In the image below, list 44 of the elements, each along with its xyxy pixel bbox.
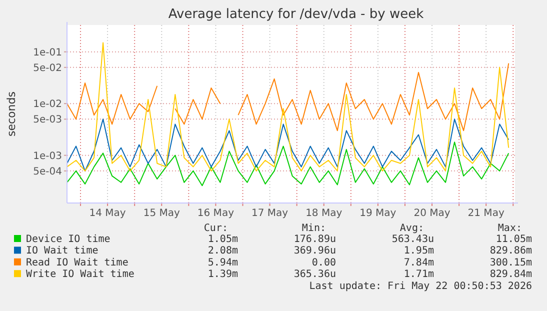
text: 365.36u [294, 269, 336, 280]
text: 1.95m [404, 246, 434, 257]
x-tick-label: 20 May [414, 208, 450, 219]
legend-label: Device IO time [26, 234, 110, 245]
text: 7.84m [404, 257, 434, 268]
x-tick-label: 21 May [468, 208, 504, 219]
x-tick-label: 19 May [360, 208, 396, 219]
x-tick-label: 15 May [143, 208, 180, 219]
text: 829.86m [490, 246, 532, 257]
text: 176.89u [294, 234, 336, 245]
text: 1.39m [208, 269, 238, 280]
text: 829.84m [490, 269, 532, 280]
text: 2.08m [208, 246, 238, 257]
line-series [66, 142, 510, 186]
text: Min: [302, 223, 326, 234]
y-tick-label: 1e-01 [33, 47, 62, 58]
text: Last update: Fri May 22 00:50:53 2026 [309, 280, 532, 292]
text: 1.71m [404, 269, 434, 280]
x-tick-label: 16 May [197, 208, 234, 219]
text: 300.15m [490, 257, 532, 268]
text: 1.05m [208, 234, 238, 245]
text: 5.94m [208, 257, 238, 268]
chart-title: Average latency for /dev/vda - by week [168, 7, 424, 22]
legend-label: IO Wait time [26, 246, 98, 257]
text: Avg: [400, 223, 424, 234]
legend-label: Read IO Wait time [26, 257, 128, 268]
y-tick-label: 1e-02 [33, 99, 62, 110]
y-tick-label: 5e-02 [33, 62, 62, 74]
x-tick-label: 18 May [306, 208, 342, 219]
y-tick-label: 1e-03 [33, 150, 62, 162]
y-tick-label: 5e-04 [33, 166, 62, 178]
x-tick-label: 17 May [251, 208, 288, 219]
text: Cur: [204, 223, 228, 234]
text: 0.00 [312, 257, 336, 268]
legend-label: Write IO Wait time [26, 269, 134, 280]
y-axis-title: seconds [5, 91, 18, 136]
y-tick-label: 5e-03 [33, 114, 62, 126]
line-series [66, 118, 510, 172]
text: Max: [498, 223, 522, 234]
x-tick-label: 14 May [89, 208, 126, 219]
text: 563.43u [392, 234, 434, 245]
text: 11.05m [496, 234, 532, 245]
text: 369.96u [294, 246, 336, 257]
line-series [66, 42, 510, 172]
